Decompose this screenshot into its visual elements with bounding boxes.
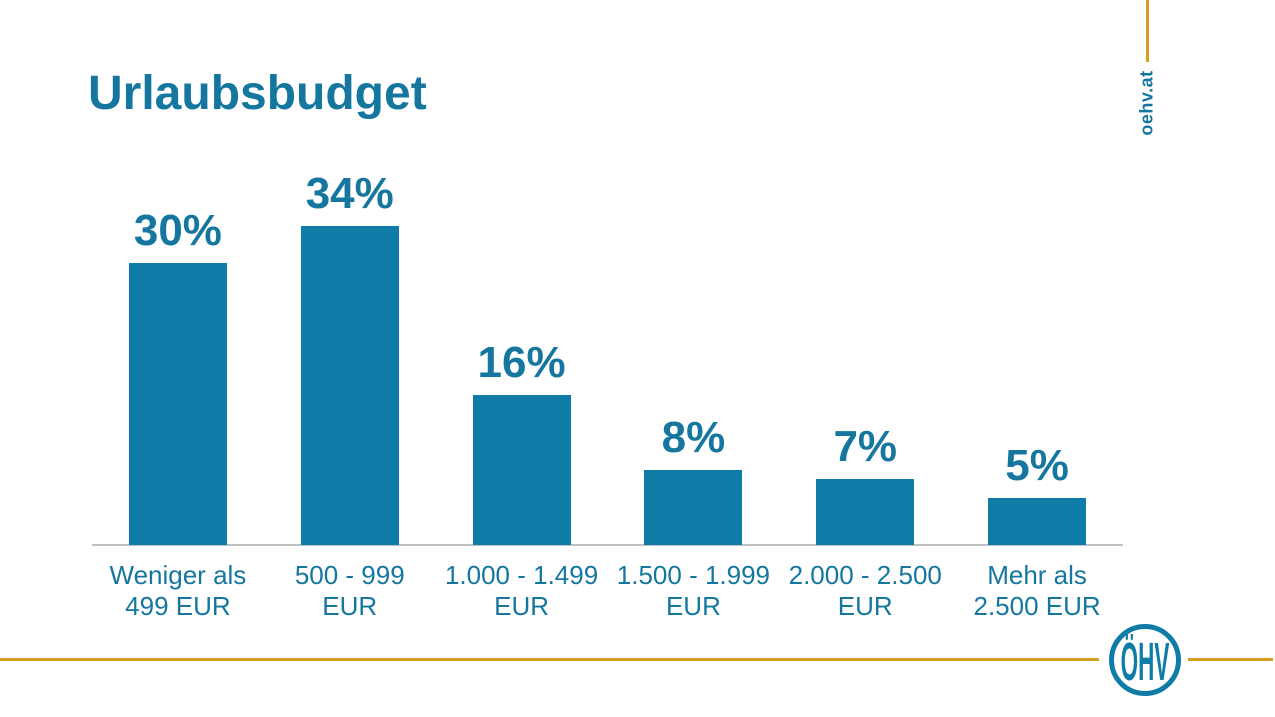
category-label-line: EUR [665,591,721,621]
category-label: Weniger als 499 EUR [83,560,273,622]
bar-value-label: 5% [1005,441,1069,490]
bar-value-label: 7% [833,422,898,471]
category-label: 1.000 - 1.499 EUR [427,560,617,622]
category-label-line: EUR [494,591,550,621]
footer-accent-line-left [0,658,1099,661]
x-axis-line [92,544,1123,546]
bar [816,479,915,545]
category-label-line: Mehr als [987,560,1087,590]
bar [472,395,571,545]
category-label-line: 500 - 999 [294,560,405,590]
website-label: oehv.at [1136,70,1157,136]
category-label: 2.000 - 2.500 EUR [770,560,960,622]
bar [128,263,227,545]
category-label-line: Weniger als [109,560,247,590]
category-label-line: 499 EUR [125,591,231,621]
category-label-line: EUR [837,591,893,621]
category-label-line: 2.500 EUR [973,591,1101,621]
category-label: 1.500 - 1.999 EUR [598,560,788,622]
bar-value-label: 30% [133,206,222,255]
category-label: 500 - 999 EUR [255,560,445,622]
top-right-accent-line [1146,0,1149,62]
bar [988,498,1087,545]
footer-accent-line-right [1188,658,1273,661]
oehv-logo: ÖHV [1109,624,1181,696]
category-label-line: 2.000 - 2.500 [788,560,942,590]
category-label-line: 1.000 - 1.499 [444,560,599,590]
oehv-logo-monogram: ÖHV [1121,631,1170,691]
category-label-line: 1.500 - 1.999 [616,560,771,590]
bar-value-label: 16% [477,338,566,387]
slide-title: Urlaubsbudget [88,67,427,120]
bar-value-label: 8% [661,413,726,462]
category-label-line: EUR [322,591,378,621]
oehv-logo-ring [1109,624,1181,696]
bar [300,226,399,545]
category-label: Mehr als 2.500 EUR [942,560,1132,622]
bar [644,470,743,545]
bar-value-label: 34% [305,169,394,218]
